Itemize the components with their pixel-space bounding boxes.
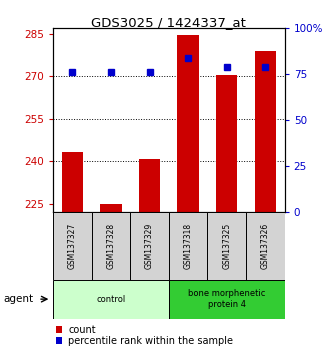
Bar — [169, 280, 285, 319]
Text: control: control — [96, 295, 125, 304]
Bar — [92, 212, 130, 280]
Bar — [255, 51, 276, 212]
Bar — [246, 212, 285, 280]
Bar — [130, 212, 169, 280]
Bar — [216, 75, 237, 212]
Text: GDS3025 / 1424337_at: GDS3025 / 1424337_at — [91, 16, 246, 29]
Text: GSM137328: GSM137328 — [106, 223, 116, 269]
Text: percentile rank within the sample: percentile rank within the sample — [69, 336, 233, 346]
Bar — [139, 159, 160, 212]
Text: agent: agent — [3, 294, 33, 304]
Text: bone morphenetic
protein 4: bone morphenetic protein 4 — [188, 290, 265, 309]
Bar — [177, 35, 199, 212]
Text: GSM137329: GSM137329 — [145, 223, 154, 269]
Text: count: count — [69, 325, 96, 335]
Bar — [100, 205, 121, 212]
Text: GSM137325: GSM137325 — [222, 223, 231, 269]
Text: GSM137326: GSM137326 — [261, 223, 270, 269]
Bar — [53, 280, 169, 319]
Bar — [208, 212, 246, 280]
Text: GSM137318: GSM137318 — [184, 223, 193, 269]
Bar — [53, 212, 92, 280]
Bar — [169, 212, 208, 280]
Text: GSM137327: GSM137327 — [68, 223, 77, 269]
Bar — [62, 152, 83, 212]
